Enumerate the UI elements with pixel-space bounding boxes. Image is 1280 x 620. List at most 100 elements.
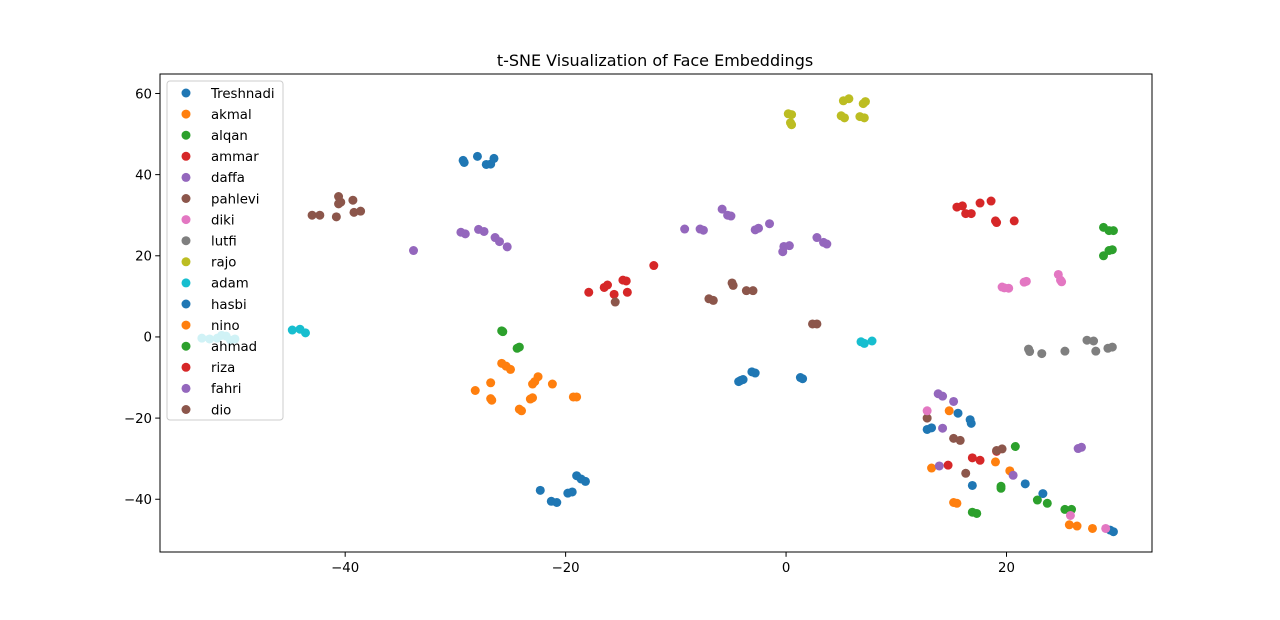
series-akmal xyxy=(470,358,582,416)
data-point xyxy=(489,153,499,163)
data-point xyxy=(528,393,538,403)
legend-marker xyxy=(181,151,191,161)
data-point xyxy=(356,206,366,216)
x-tick-label: 0 xyxy=(782,561,790,576)
legend-label: riza xyxy=(211,361,235,376)
legend-label: fahri xyxy=(211,382,241,397)
legend-marker xyxy=(181,341,191,351)
data-point xyxy=(1010,442,1020,451)
data-point xyxy=(1087,523,1097,533)
data-point xyxy=(533,372,543,382)
legend-label: Treshnadi xyxy=(210,87,275,102)
legend-marker xyxy=(181,320,191,330)
data-point xyxy=(572,392,582,402)
series-pahlevi xyxy=(307,192,822,329)
legend-label: rajo xyxy=(211,256,236,271)
legend-label: hasbi xyxy=(211,298,247,313)
data-point xyxy=(967,453,977,463)
legend-marker xyxy=(181,278,191,288)
data-point xyxy=(784,241,794,251)
data-point xyxy=(1107,245,1117,255)
x-tick-label: 20 xyxy=(998,561,1015,576)
legend-label: pahlevi xyxy=(211,192,259,207)
legend-label: lutfi xyxy=(211,235,237,250)
legend-label: akmal xyxy=(211,108,252,123)
legend-label: adam xyxy=(211,277,249,292)
data-point xyxy=(1060,504,1070,514)
data-point xyxy=(1004,283,1014,293)
data-point xyxy=(336,197,346,207)
legend-marker xyxy=(181,88,191,98)
data-point xyxy=(1089,336,1099,346)
data-point xyxy=(798,374,808,384)
data-point xyxy=(300,328,310,338)
data-point xyxy=(502,242,512,252)
legend-label: alqan xyxy=(211,129,248,144)
data-point xyxy=(967,480,977,490)
data-point xyxy=(726,211,736,221)
data-point xyxy=(860,97,870,107)
data-point xyxy=(728,280,738,290)
legend-frame xyxy=(166,80,284,421)
data-point xyxy=(1091,346,1101,356)
data-point xyxy=(621,276,631,286)
data-point xyxy=(748,286,758,296)
points-layer xyxy=(197,94,1118,537)
data-point xyxy=(1064,520,1074,530)
legend-label: nino xyxy=(211,319,240,334)
data-point xyxy=(996,483,1006,493)
legend-marker xyxy=(181,215,191,225)
data-point xyxy=(765,219,775,229)
data-point xyxy=(514,342,524,352)
data-point xyxy=(986,196,996,206)
legend-label: ammar xyxy=(211,150,259,165)
data-point xyxy=(943,460,953,470)
y-tick-label: 60 xyxy=(135,87,152,102)
series-Treshnadi xyxy=(458,151,590,507)
data-point xyxy=(787,110,797,120)
y-tick-label: 0 xyxy=(144,331,152,346)
data-point xyxy=(535,485,545,495)
legend-label: diki xyxy=(211,213,235,228)
data-point xyxy=(992,218,1002,228)
legend-marker xyxy=(181,194,191,203)
data-point xyxy=(287,325,297,335)
data-point xyxy=(1057,277,1067,287)
legend: Treshnadi akmal alqan ammar daffa pahlevi diki… xyxy=(166,80,284,421)
data-point xyxy=(1076,442,1086,452)
legend-marker xyxy=(181,362,191,372)
legend-marker xyxy=(181,405,191,414)
data-point xyxy=(584,287,594,297)
data-point xyxy=(938,423,948,433)
data-point xyxy=(1037,349,1047,359)
data-point xyxy=(1025,347,1035,357)
data-point xyxy=(315,210,325,220)
series-dio xyxy=(922,413,1007,478)
data-point xyxy=(494,237,504,247)
data-point xyxy=(609,289,619,299)
data-point xyxy=(472,151,482,161)
data-point xyxy=(822,239,832,249)
x-tick-label: −20 xyxy=(552,561,580,576)
data-point xyxy=(498,327,508,337)
legend-marker xyxy=(181,109,191,119)
plot-area-frame xyxy=(159,73,1153,553)
data-point xyxy=(1108,226,1118,236)
data-point xyxy=(307,210,317,220)
data-point xyxy=(927,463,937,473)
data-point xyxy=(922,406,932,416)
data-point xyxy=(997,444,1007,454)
data-point xyxy=(867,336,877,346)
legend-label: daffa xyxy=(211,171,245,186)
data-point xyxy=(922,413,932,423)
data-point xyxy=(839,113,849,123)
series-daffa xyxy=(409,204,832,257)
data-point xyxy=(859,113,869,123)
data-point xyxy=(953,408,963,418)
data-point xyxy=(990,457,1000,467)
data-point xyxy=(1042,498,1052,508)
data-point xyxy=(680,224,690,234)
y-tick-label: 40 xyxy=(135,168,152,183)
data-point xyxy=(1021,276,1031,286)
data-point xyxy=(812,233,822,243)
